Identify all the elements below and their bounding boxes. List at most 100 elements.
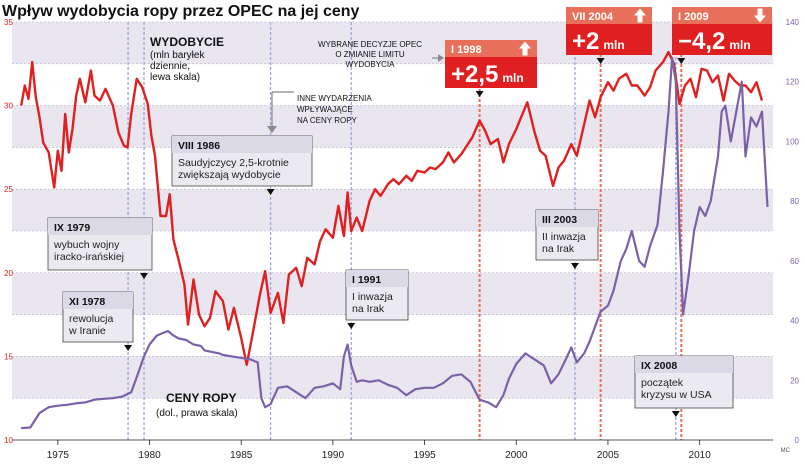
decisions-note-line: WYBRANE DECYZJE OPEC (318, 40, 422, 49)
y-right-tick-label: 100 (786, 137, 800, 146)
decision-body (672, 24, 772, 55)
event-box-header (63, 292, 133, 309)
y-left-tick-label: 35 (4, 18, 13, 27)
y-right-tick-label: 120 (786, 78, 800, 87)
event-date: VIII 1986 (178, 140, 220, 152)
credit-label: MC (781, 448, 791, 454)
x-tick-label: 1995 (413, 450, 436, 461)
event-text: kryzysu w USA (641, 389, 712, 401)
events-note-line: WPŁYWAJĄCE (297, 105, 353, 114)
events-note-line: INNE WYDARZENIA (297, 94, 372, 103)
event-date: IX 1979 (54, 222, 90, 234)
event-box-header (346, 270, 408, 287)
decision-body (566, 24, 652, 55)
decisions-note-arrowhead (438, 54, 444, 62)
y-right-tick-label: 60 (790, 257, 799, 266)
x-tick-label: 1985 (230, 450, 253, 461)
arrow-up-icon (519, 41, 531, 56)
event-text: II inwazja (542, 231, 586, 243)
decision-date: I 1998 (451, 44, 482, 56)
event-text: zwiększają wydobycie (178, 169, 281, 181)
chart-title: Wpływ wydobycia ropy przez OPEC na jej c… (2, 3, 360, 20)
y-right-tick-label: 20 (790, 376, 799, 385)
x-tick-label: 2010 (689, 450, 712, 461)
x-tick-label: 1980 (138, 450, 161, 461)
event-text: rewolucja (69, 313, 114, 325)
events-note-line: NA CENY ROPY (297, 116, 358, 125)
price-label-title: CENY ROPY (166, 391, 236, 405)
arrow-down-icon (754, 8, 766, 23)
decision-callout: I 2009 −4,2 mln (672, 7, 772, 64)
event-box-header (172, 136, 312, 153)
event-box-header (536, 210, 598, 227)
decision-header (566, 7, 652, 24)
price-label-line: (dol., prawa skala) (156, 408, 238, 419)
decision-date: VII 2004 (572, 11, 614, 23)
event-date: XI 1978 (69, 296, 105, 308)
background-band (12, 105, 773, 148)
decision-change: −4,2 mln (678, 28, 751, 55)
decision-value: +2 (572, 28, 599, 55)
x-tick-label: 2005 (597, 450, 620, 461)
event-pointer (671, 411, 680, 417)
decision-unit: mln (729, 38, 750, 52)
decision-unit: mln (502, 71, 523, 85)
x-tick-label: 1975 (47, 450, 70, 461)
y-left-tick-label: 25 (4, 185, 13, 194)
y-left-tick-label: 10 (4, 436, 13, 445)
y-left-tick-label: 20 (4, 269, 13, 278)
decision-pointer (596, 58, 605, 64)
event-pointer (266, 189, 275, 195)
event-text: wybuch wojny (53, 239, 120, 251)
event-date: IX 2008 (641, 360, 677, 372)
production-label-line: (mln baryłek (150, 50, 205, 61)
decision-unit: mln (603, 38, 624, 52)
event-text: na Irak (542, 243, 575, 255)
decision-change: +2 mln (572, 28, 625, 55)
decision-header (672, 7, 772, 24)
series-lines (20, 50, 769, 430)
decision-pointer (677, 58, 686, 64)
axes: 1975 1980 1985 1990 1995 2000 2005 201010152025… (4, 18, 800, 461)
event-text: na Irak (352, 303, 385, 315)
decision-callout: I 1998 +2,5 mln (445, 40, 537, 97)
decision-value: −4,2 (678, 28, 725, 55)
price-line (21, 56, 769, 430)
y-right-tick-label: 80 (790, 197, 799, 206)
y-right-tick-label: 0 (795, 436, 800, 445)
decision-pointer (475, 91, 484, 97)
production-label-line: dziennie, (150, 61, 190, 72)
x-tick-label: 2000 (505, 450, 528, 461)
y-right-tick-label: 40 (790, 317, 799, 326)
y-right-tick-label: 140 (786, 18, 800, 27)
arrow-up-icon (634, 8, 646, 23)
event-pointer (124, 345, 133, 351)
decisions-note-line: WYDOBYCIA (346, 60, 396, 69)
decisions-note-line: O ZMIANIE LIMITU (335, 50, 405, 59)
y-left-tick-label: 15 (4, 352, 13, 361)
event-box-header (48, 218, 152, 235)
event-pointer (347, 323, 356, 329)
event-text: w Iranie (68, 325, 106, 337)
event-text: I inwazja (352, 291, 393, 303)
decision-value: +2,5 (451, 61, 498, 88)
decision-callout: VII 2004 +2 mln (566, 7, 652, 64)
event-pointer (140, 273, 149, 279)
decision-header (445, 40, 537, 57)
event-text: Saudyjczycy 2,5-krotnie (178, 157, 289, 169)
event-date: I 1991 (352, 274, 381, 286)
event-text: początek (641, 377, 684, 389)
events-note-arrowhead (267, 126, 277, 133)
production-label-title: WYDOBYCIE (150, 35, 224, 49)
event-box-header (635, 356, 733, 373)
decision-date: I 2009 (678, 11, 709, 23)
production-label-line: lewa skala) (150, 72, 200, 83)
event-pointer (570, 263, 579, 269)
decision-body (445, 57, 537, 88)
event-date: III 2003 (542, 214, 577, 226)
